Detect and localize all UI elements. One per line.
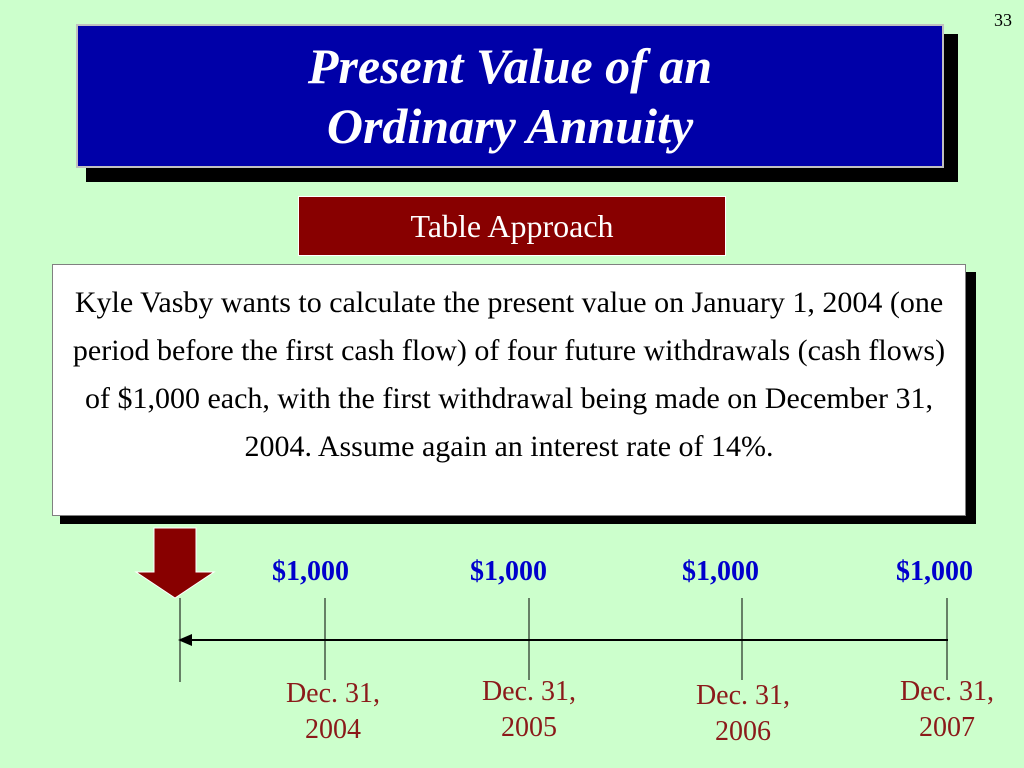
cash-flow-date: Dec. 31, 2007 <box>872 674 1022 746</box>
date-line-1: Dec. 31, <box>899 676 995 707</box>
title-line-2: Ordinary Annuity <box>326 98 694 154</box>
down-arrow-icon <box>134 527 216 599</box>
date-line-1: Dec. 31, <box>285 678 381 709</box>
date-line-2: 2005 <box>501 712 557 743</box>
date-line-2: 2004 <box>305 714 361 745</box>
date-line-2: 2006 <box>715 716 771 747</box>
title-line-1: Present Value of an <box>307 38 713 94</box>
page-title: Present Value of an Ordinary Annuity <box>230 36 790 156</box>
cash-flow-amount: $1,000 <box>470 556 547 587</box>
cash-flow-date: Dec. 31, 2004 <box>258 676 408 748</box>
problem-description: Kyle Vasby wants to calculate the presen… <box>52 264 966 516</box>
timeline-arrowhead <box>178 634 192 646</box>
cash-flow-amount: $1,000 <box>682 556 759 587</box>
cash-flow-amount: $1,000 <box>272 556 349 587</box>
title-box: Present Value of an Ordinary Annuity <box>76 24 944 168</box>
slide-number: 33 <box>994 10 1012 30</box>
cash-flow-amount: $1,000 <box>896 556 973 587</box>
cash-flow-date: Dec. 31, 2006 <box>668 678 818 750</box>
date-line-2: 2007 <box>919 712 975 743</box>
cash-flow-date: Dec. 31, 2005 <box>454 674 604 746</box>
subtitle-banner: Table Approach <box>298 196 726 256</box>
date-line-1: Dec. 31, <box>481 676 577 707</box>
date-line-1: Dec. 31, <box>695 680 791 711</box>
